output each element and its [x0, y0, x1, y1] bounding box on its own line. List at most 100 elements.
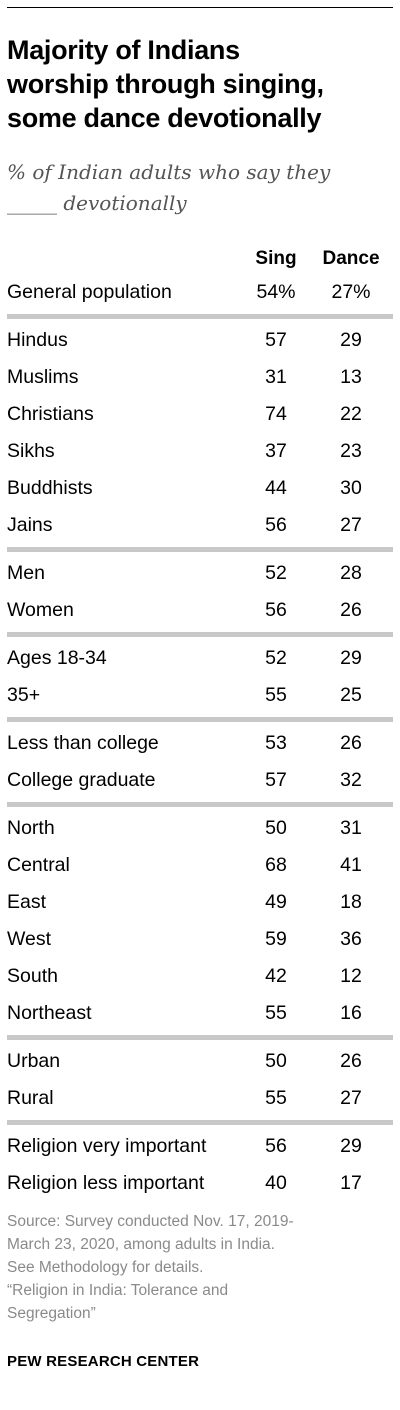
sing-value: 56	[265, 1135, 287, 1157]
dance-value: 23	[340, 440, 362, 462]
group-separator	[7, 802, 393, 807]
row-label: South	[7, 965, 58, 987]
sing-value: 53	[265, 732, 287, 754]
sing-value: 54%	[256, 281, 296, 303]
table-row: West 59 36	[0, 921, 400, 957]
sing-value: 50	[265, 817, 287, 839]
sing-value: 52	[265, 647, 287, 669]
row-label: Jains	[7, 514, 53, 536]
dance-value: 17	[340, 1172, 362, 1194]
row-label: Men	[7, 562, 45, 584]
chart-title: Majority of Indians worship through sing…	[7, 35, 324, 133]
row-label: Sikhs	[7, 440, 55, 462]
sing-value: 52	[265, 562, 287, 584]
sing-value: 56	[265, 599, 287, 621]
group-separator	[7, 547, 393, 552]
row-label: Religion less important	[7, 1172, 205, 1194]
sing-value: 37	[265, 440, 287, 462]
table-row: Christians 74 22	[0, 396, 400, 432]
dance-value: 27	[340, 514, 362, 536]
row-label: College graduate	[7, 769, 156, 791]
row-label: Less than college	[7, 732, 159, 754]
sing-value: 55	[265, 684, 287, 706]
group-separator	[7, 1035, 393, 1040]
dance-value: 36	[340, 928, 362, 950]
sing-value: 42	[265, 965, 287, 987]
sing-value: 57	[265, 769, 287, 791]
table-row: Less than college 53 26	[0, 725, 400, 761]
row-label: General population	[7, 281, 172, 303]
table-row: 35+ 55 25	[0, 677, 400, 713]
dance-value: 12	[340, 965, 362, 987]
row-label: Ages 18-34	[7, 647, 107, 669]
table-row: Muslims 31 13	[0, 359, 400, 395]
table-row: College graduate 57 32	[0, 762, 400, 798]
sing-value: 31	[265, 366, 287, 388]
row-label: Urban	[7, 1050, 61, 1072]
group-separator	[7, 314, 393, 319]
sing-value: 59	[265, 928, 287, 950]
sing-value: 44	[265, 477, 287, 499]
row-label: Buddhists	[7, 477, 93, 499]
top-rule	[7, 7, 393, 8]
table-row: General population 54% 27%	[0, 274, 400, 310]
group-separator	[7, 1120, 393, 1125]
pew-research-logo: PEW RESEARCH CENTER	[7, 1353, 200, 1370]
dance-value: 22	[340, 403, 362, 425]
table-row: Northeast 55 16	[0, 995, 400, 1031]
dance-value: 13	[340, 366, 362, 388]
sing-value: 74	[265, 403, 287, 425]
dance-value: 25	[340, 684, 362, 706]
dance-value: 28	[340, 562, 362, 584]
sing-value: 40	[265, 1172, 287, 1194]
dance-value: 26	[340, 732, 362, 754]
row-label: Women	[7, 599, 74, 621]
column-header-dance: Dance	[322, 248, 380, 269]
sing-value: 57	[265, 329, 287, 351]
dance-value: 26	[340, 1050, 362, 1072]
row-label: Muslims	[7, 366, 79, 388]
table-row: North 50 31	[0, 810, 400, 846]
table-row: Religion very important 56 29	[0, 1128, 400, 1164]
row-label: Religion very important	[7, 1135, 207, 1157]
table-row: Religion less important 40 17	[0, 1165, 400, 1201]
dance-value: 18	[340, 891, 362, 913]
dance-value: 29	[340, 1135, 362, 1157]
source-note: Source: Survey conducted Nov. 17, 2019- …	[7, 1213, 294, 1322]
dance-value: 16	[340, 1002, 362, 1024]
row-label: Christians	[7, 403, 94, 425]
sing-value: 56	[265, 514, 287, 536]
row-label: East	[7, 891, 47, 913]
table-row: East 49 18	[0, 884, 400, 920]
table-row: Urban 50 26	[0, 1043, 400, 1079]
dance-value: 41	[340, 854, 362, 876]
dance-value: 29	[340, 329, 362, 351]
table-row: Hindus 57 29	[0, 322, 400, 358]
row-label: Central	[7, 854, 70, 876]
dance-value: 27	[340, 1087, 362, 1109]
table-row: Women 56 26	[0, 592, 400, 628]
row-label: 35+	[7, 684, 41, 706]
column-header-sing: Sing	[255, 248, 297, 269]
table-row: South 42 12	[0, 958, 400, 994]
group-separator	[7, 717, 393, 722]
table-row: Sikhs 37 23	[0, 433, 400, 469]
dance-value: 30	[340, 477, 362, 499]
dance-value: 31	[340, 817, 362, 839]
dance-value: 32	[340, 769, 362, 791]
dance-value: 29	[340, 647, 362, 669]
row-label: Rural	[7, 1087, 54, 1109]
table-row: Ages 18-34 52 29	[0, 640, 400, 676]
table-row: Men 52 28	[0, 555, 400, 591]
sing-value: 55	[265, 1087, 287, 1109]
row-label: Northeast	[7, 1002, 92, 1024]
row-label: North	[7, 817, 55, 839]
table-row: Jains 56 27	[0, 507, 400, 543]
table-row: Central 68 41	[0, 847, 400, 883]
dance-value: 27%	[331, 281, 371, 303]
sing-value: 49	[265, 891, 287, 913]
sing-value: 68	[265, 854, 287, 876]
table-row: Rural 55 27	[0, 1080, 400, 1116]
table-row: Buddhists 44 30	[0, 470, 400, 506]
